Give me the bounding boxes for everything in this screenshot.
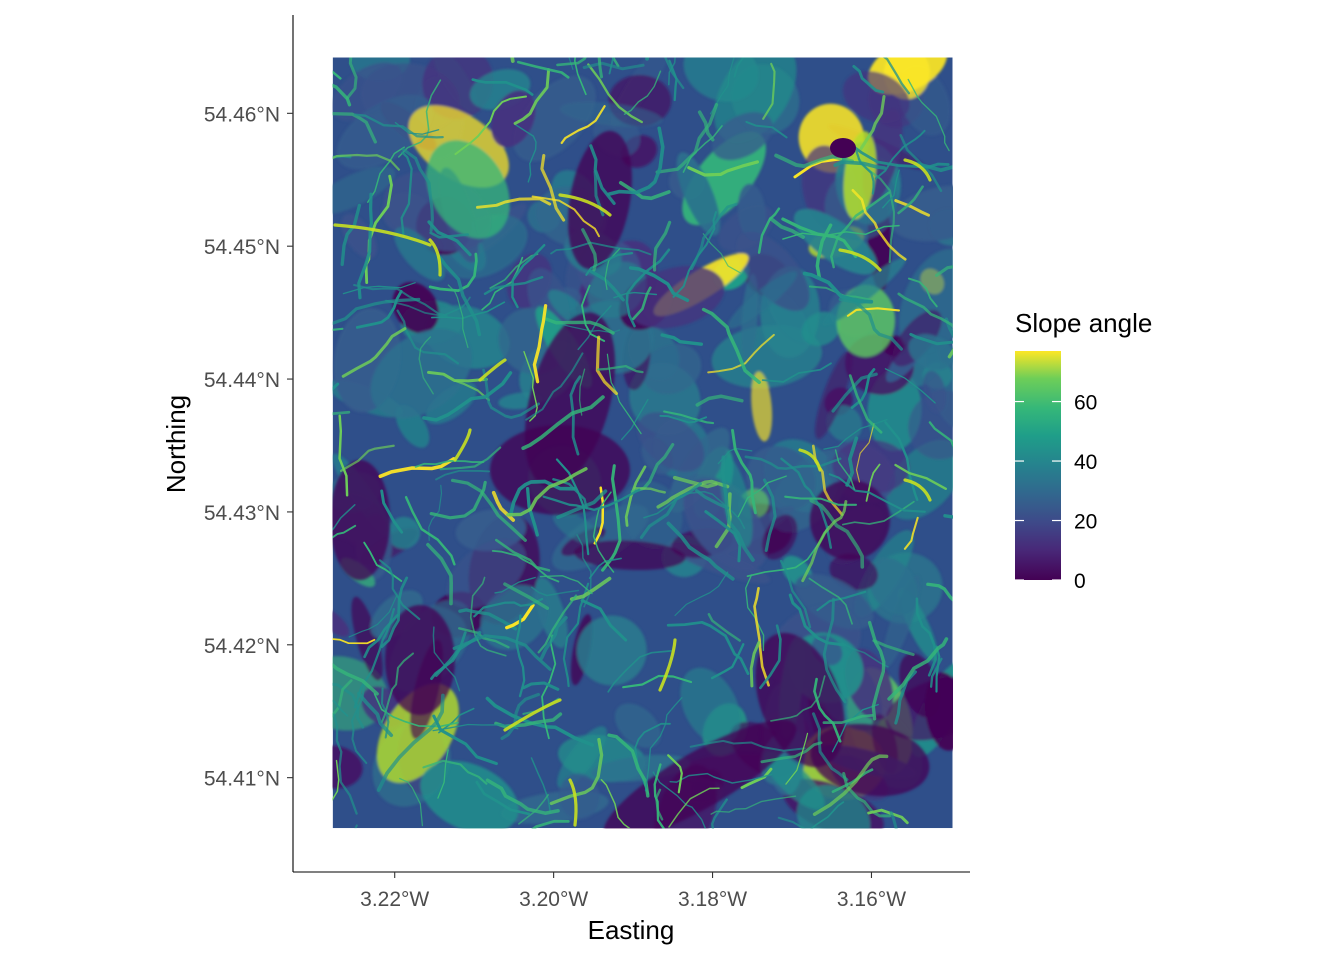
y-tick-label: 54.44°N	[204, 369, 280, 392]
x-tick-label: 3.16°W	[837, 888, 906, 911]
x-tick-label: 3.22°W	[360, 888, 429, 911]
legend-title: Slope angle	[1015, 308, 1152, 338]
raster-ridges	[332, 57, 953, 829]
y-axis-ticks: 54.41°N 54.42°N 54.43°N 54.44°N 54.45°N 54.46…	[204, 103, 293, 791]
legend-tick-label: 0	[1074, 570, 1086, 593]
y-axis-title: Northing	[161, 395, 191, 493]
y-tick-label: 54.46°N	[204, 103, 280, 126]
slope-raster	[332, 57, 953, 829]
legend: Slope angle 0 20 40 60	[1015, 308, 1152, 593]
raster-tarn	[830, 138, 856, 158]
x-tick-label: 3.18°W	[678, 888, 747, 911]
legend-tick-label: 40	[1074, 451, 1097, 474]
legend-tick-label: 60	[1074, 392, 1097, 415]
y-tick-label: 54.45°N	[204, 236, 280, 259]
legend-ticks: 0 20 40 60	[1015, 392, 1097, 593]
y-tick-label: 54.41°N	[204, 768, 280, 791]
x-axis-ticks: 3.22°W 3.20°W 3.18°W 3.16°W	[360, 872, 906, 911]
x-axis-title: Easting	[588, 915, 675, 945]
legend-colorbar	[1015, 351, 1061, 580]
x-tick-label: 3.20°W	[519, 888, 588, 911]
y-tick-label: 54.42°N	[204, 635, 280, 658]
y-tick-label: 54.43°N	[204, 502, 280, 525]
legend-tick-label: 20	[1074, 511, 1097, 534]
